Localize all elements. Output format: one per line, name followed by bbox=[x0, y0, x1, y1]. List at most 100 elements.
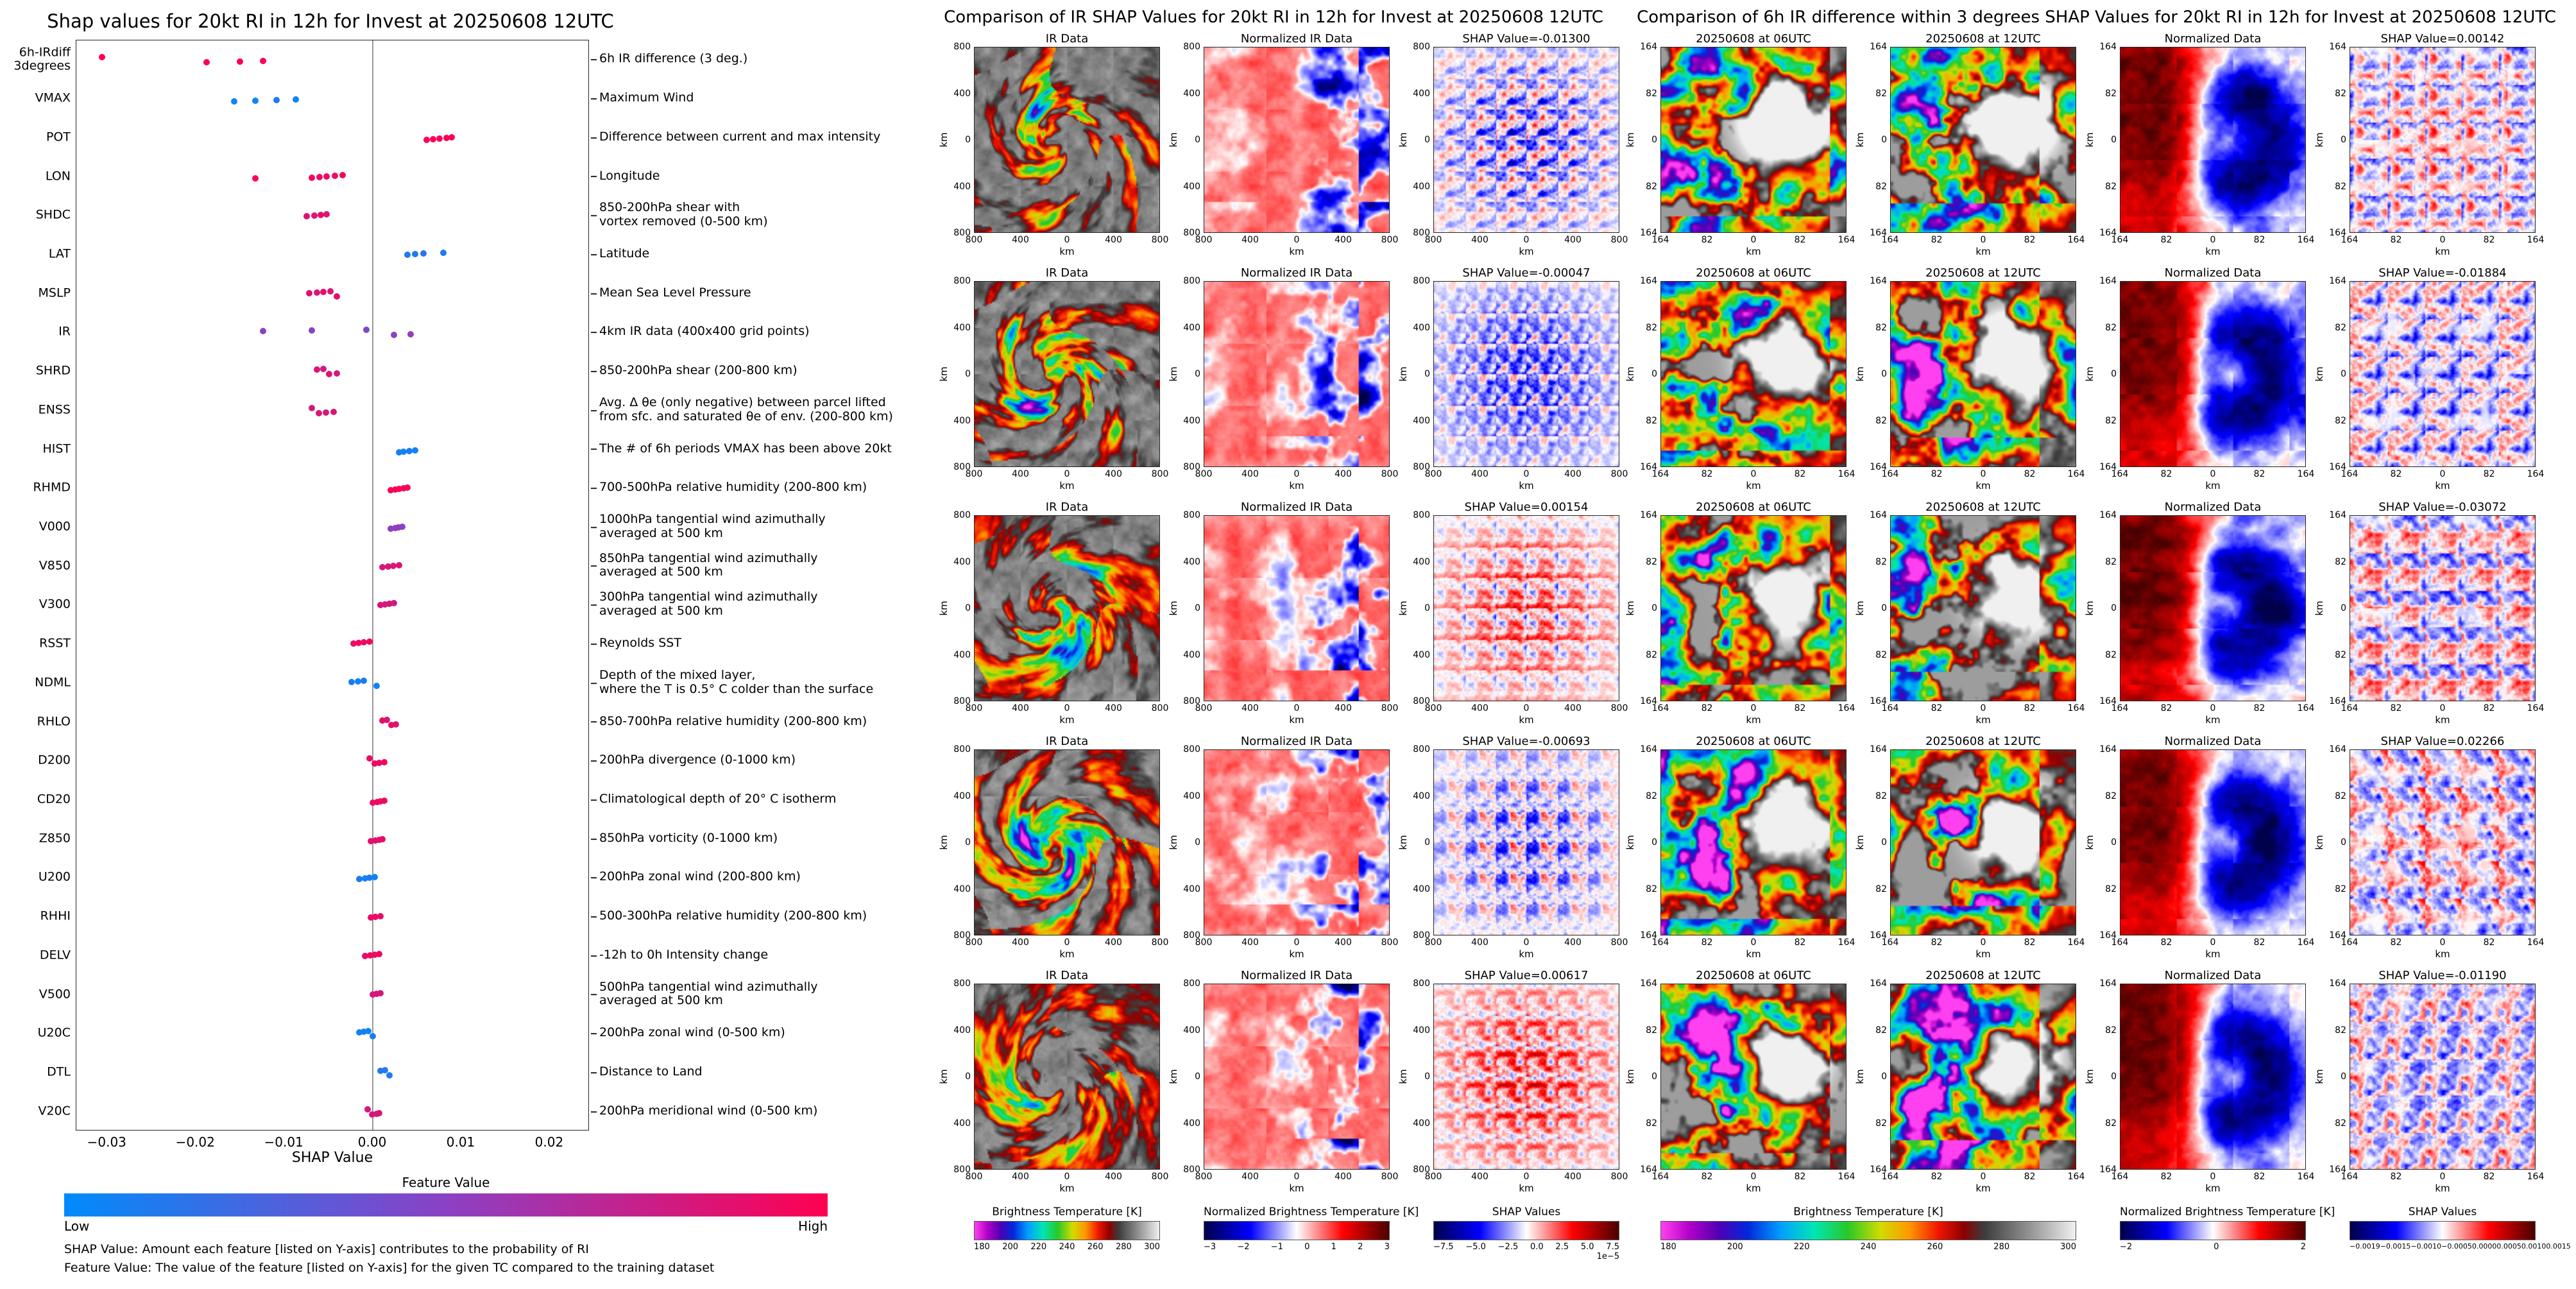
irdiff-grid-title: Comparison of 6h IR difference within 3 … bbox=[1637, 8, 2556, 27]
feature-description-label: 850hPa vorticity (0-1000 km) bbox=[590, 830, 778, 845]
shap-dot bbox=[386, 1071, 393, 1079]
x-tick-label: 400 bbox=[1335, 1172, 1352, 1182]
y-tick-label: 800 bbox=[1183, 696, 1200, 706]
map-body: km 800 400 0 400 800 bbox=[1168, 510, 1392, 706]
x-tick-label: 0.01 bbox=[446, 1134, 475, 1150]
x-tick-label: 800 bbox=[1195, 937, 1213, 948]
map-row: IR Data km 800 400 0 400 800 800 400 0 400 800 km Nor… bbox=[938, 735, 1628, 960]
x-tick-label: 82 bbox=[1931, 1172, 1943, 1182]
y-tick-label: 82 bbox=[2335, 88, 2346, 99]
y-tick-label: 800 bbox=[953, 510, 971, 520]
feature-description-label: Depth of the mixed layer, where the T is… bbox=[590, 667, 874, 696]
x-tick-label: 400 bbox=[1564, 469, 1582, 479]
y-tick-label: 164 bbox=[2329, 1165, 2346, 1175]
x-axis: 800 400 0 400 800 bbox=[1425, 935, 1628, 948]
y-tick-label: 0 bbox=[1195, 369, 1200, 379]
x-tick-label: 800 bbox=[1424, 469, 1442, 479]
x-tick-label: 800 bbox=[1381, 235, 1399, 245]
shap-dot bbox=[373, 798, 380, 805]
x-axis: 164 82 0 82 164 bbox=[2341, 935, 2545, 948]
y-tick-label: 800 bbox=[1183, 930, 1200, 941]
colorbar-tick-label: −2.5 bbox=[1497, 1242, 1519, 1252]
x-tick-label: 400 bbox=[1105, 703, 1122, 713]
y-axis: km 800 400 0 400 800 bbox=[938, 978, 974, 1175]
map-cell: 20250608 at 12UTC km 164 82 0 82 164 164 82 0 82 16… bbox=[1854, 500, 2085, 726]
x-axis: 164 82 0 82 164 bbox=[2341, 233, 2545, 246]
x-tick-label: 800 bbox=[1151, 937, 1169, 948]
shap-dot bbox=[361, 952, 368, 959]
map-body: km 800 400 0 400 800 bbox=[938, 510, 1163, 706]
y-axis: km 800 400 0 400 800 bbox=[1168, 42, 1204, 238]
colorbar-tick-labels: 180 200 220 240 260 280 300 bbox=[1660, 1242, 2076, 1252]
footnote-feature-value: Feature Value: The value of the feature … bbox=[64, 1261, 715, 1276]
colorbar-end-labels: Low High bbox=[64, 1218, 828, 1234]
map-body: km 800 400 0 400 800 bbox=[1168, 42, 1392, 238]
x-tick-label: 82 bbox=[1701, 1172, 1713, 1182]
y-tick-label: 0 bbox=[1195, 1071, 1200, 1082]
x-tick-label: 164 bbox=[2111, 235, 2129, 245]
y-tick-label: 400 bbox=[1413, 322, 1430, 333]
shap-dot bbox=[429, 135, 436, 142]
shap-dot bbox=[395, 524, 402, 531]
y-tick-label: 800 bbox=[1413, 276, 1430, 286]
map-title: IR Data bbox=[1045, 266, 1089, 280]
colorbar-tick-label: −0.0019 bbox=[2350, 1242, 2380, 1251]
y-axis: km 164 82 0 82 164 bbox=[1625, 42, 1660, 238]
feature-code-label: 6h-IRdiff 3degrees bbox=[13, 45, 71, 73]
map-body: km 800 400 0 400 800 bbox=[1397, 510, 1622, 706]
map-title: SHAP Value=0.00142 bbox=[2380, 32, 2505, 46]
y-axis-label: km bbox=[2084, 132, 2095, 148]
map-cell: IR Data km 800 400 0 400 800 800 400 0 400 800 km bbox=[938, 266, 1169, 491]
y-axis-label: km bbox=[938, 601, 950, 616]
colorbar-tick-label: −3 bbox=[1204, 1242, 1216, 1252]
map-body: km 800 400 0 400 800 bbox=[1168, 276, 1392, 472]
y-tick-label: 0 bbox=[965, 603, 971, 613]
shap-dot bbox=[404, 251, 411, 258]
x-tick-label: 164 bbox=[2067, 235, 2085, 245]
x-tick-label: 0 bbox=[2439, 1172, 2446, 1182]
x-axis-label: km bbox=[1746, 246, 1761, 257]
x-tick-label: 0 bbox=[1523, 703, 1530, 713]
feature-code-label: SHDC bbox=[35, 207, 71, 222]
x-tick-label: 82 bbox=[2253, 235, 2265, 245]
figure-footnotes: SHAP Value: Amount each feature [listed … bbox=[64, 1240, 930, 1278]
colorbar-tick-label: 300 bbox=[2060, 1242, 2076, 1252]
x-tick-label: 82 bbox=[2160, 469, 2172, 479]
map-body: km 800 400 0 400 800 bbox=[1397, 276, 1622, 472]
colorbar-tick-label: −5.0 bbox=[1465, 1242, 1486, 1252]
x-tick-label: 0 bbox=[1064, 937, 1070, 948]
y-tick-label: 164 bbox=[1640, 1165, 1657, 1175]
y-tick-label: 82 bbox=[2335, 790, 2346, 801]
y-tick-label: 0 bbox=[1424, 1071, 1430, 1082]
y-tick-label: 82 bbox=[2105, 649, 2117, 660]
x-tick-label: 164 bbox=[2341, 1172, 2358, 1182]
y-axis-label: km bbox=[1625, 132, 1636, 148]
x-tick-label: 800 bbox=[965, 469, 983, 479]
map-cell: 20250608 at 12UTC km 164 82 0 82 164 164 82 0 82 16… bbox=[1854, 266, 2085, 491]
shap-dot bbox=[398, 523, 405, 530]
x-axis: 164 82 0 82 164 bbox=[2111, 701, 2315, 714]
x-tick-label: 82 bbox=[2390, 235, 2402, 245]
feature-description-label: 850-700hPa relative humidity (200-800 km… bbox=[590, 713, 867, 728]
x-tick-label: 0 bbox=[2439, 235, 2446, 245]
shap-dot bbox=[420, 250, 427, 257]
feature-value-colorbar: Feature Value Low High bbox=[64, 1175, 828, 1234]
x-axis: 800 400 0 400 800 bbox=[1195, 467, 1399, 480]
feature-description-label: 6h IR difference (3 deg.) bbox=[590, 51, 748, 66]
x-tick-label: 82 bbox=[1794, 469, 1806, 479]
shap-dot bbox=[361, 875, 368, 882]
x-axis: 800 400 0 400 800 bbox=[966, 467, 1169, 480]
map-body: km 164 82 0 82 164 bbox=[2084, 42, 2308, 238]
x-tick-label: 800 bbox=[1610, 703, 1628, 713]
y-tick-label: 800 bbox=[953, 744, 971, 755]
y-axis: km 164 82 0 82 164 bbox=[2084, 744, 2120, 941]
map-title: SHAP Value=-0.00693 bbox=[1462, 735, 1591, 748]
y-axis: km 800 400 0 400 800 bbox=[1168, 276, 1204, 472]
y-tick-label: 82 bbox=[2105, 181, 2117, 192]
y-tick-label: 400 bbox=[1183, 322, 1200, 333]
map-row: IR Data km 800 400 0 400 800 800 400 0 400 800 km Nor… bbox=[938, 32, 1628, 257]
shap-dot bbox=[303, 213, 310, 220]
x-tick-label: 0 bbox=[2439, 469, 2446, 479]
y-axis: km 164 82 0 82 164 bbox=[1854, 744, 1890, 941]
x-tick-label: 400 bbox=[1241, 469, 1259, 479]
